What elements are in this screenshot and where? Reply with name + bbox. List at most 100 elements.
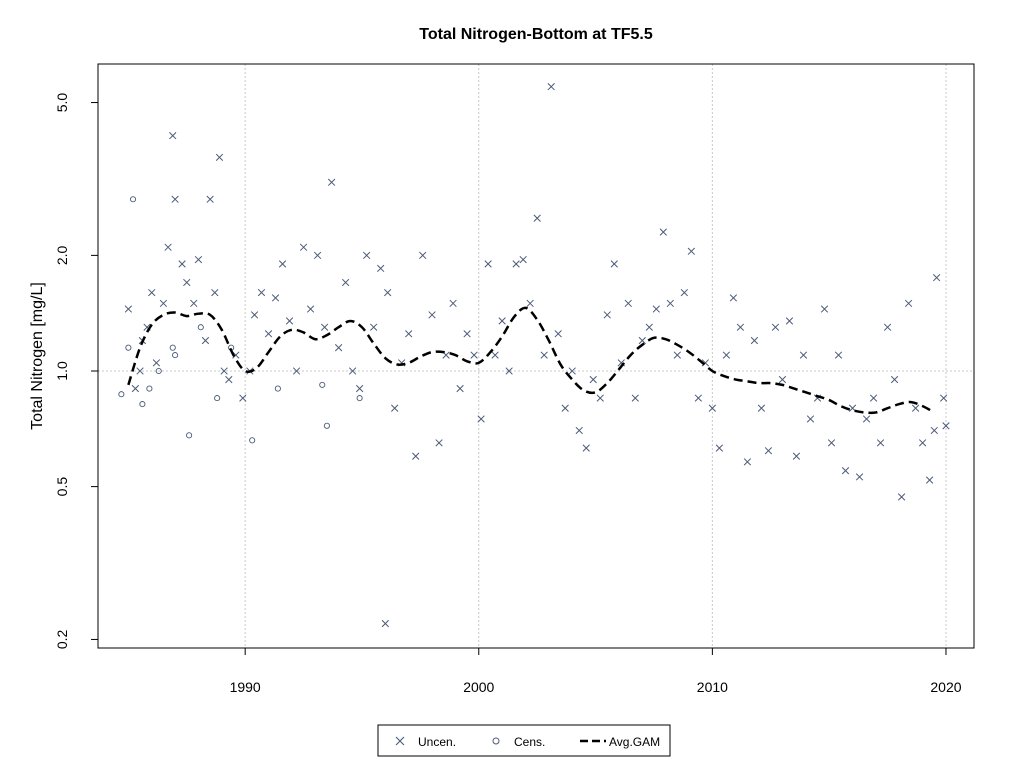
uncen-point [869,394,878,402]
uncen-point [190,299,198,308]
uncen-point [764,447,773,455]
uncen-point [568,367,576,375]
uncen-point [206,195,214,203]
uncen-point [419,251,427,260]
data-points [118,82,950,628]
uncen-point [435,439,443,447]
uncen-point [687,247,695,255]
plot-frame [97,63,975,649]
y-axis-label: Total Nitrogen [mg/L] [29,282,46,430]
uncen-point [701,359,710,367]
uncen-point [792,452,801,460]
x-axis: 1990 2000 2010 2020 [230,648,962,695]
uncen-point [391,404,399,412]
uncen-point [299,243,308,251]
uncen-point [736,323,745,331]
x-tick-label: 1990 [230,679,261,695]
uncen-point [862,415,871,423]
cens-point [197,324,204,331]
uncen-point [904,299,913,308]
uncen-point [722,351,731,359]
uncen-point [159,299,168,308]
uncen-point [381,619,389,628]
uncen-point [292,367,301,375]
y-tick-label: 0.5 [54,477,70,497]
y-tick-label: 5.0 [54,93,70,113]
uncen-point [589,375,597,384]
uncen-point [596,394,604,402]
uncen-point [631,394,639,402]
uncen-point [799,351,808,359]
uncen-point [271,294,280,302]
uncen-point [362,251,371,260]
cens-point [214,395,221,402]
cens-point [249,437,256,444]
uncen-point [505,367,513,375]
grid-lines [98,64,974,648]
uncen-point [152,359,161,367]
uncen-point [575,426,583,435]
uncen-point [638,336,646,345]
uncen-point [652,305,660,313]
uncen-point [911,404,920,412]
uncen-point [708,404,717,412]
uncen-point [624,299,632,308]
uncen-point [827,439,836,447]
uncen-point [377,264,385,273]
uncen-point [225,375,233,384]
uncen-point [512,260,520,268]
uncen-point [341,278,350,287]
cens-point [274,385,281,392]
legend-item-uncen: Uncen. [395,735,456,749]
uncen-point [918,439,927,447]
uncen-point [491,351,499,359]
uncen-point [498,317,506,325]
legend-item-cens: Cens. [492,735,545,749]
uncen-point [239,394,247,402]
y-axis: 0.2 0.5 1.0 2.0 5.0 [54,93,98,650]
uncen-point [750,336,759,345]
uncen-point [250,311,259,319]
uncen-point [897,493,906,501]
uncen-point [306,305,315,313]
uncen-point [659,228,667,236]
uncen-point [428,311,436,319]
cens-point [186,432,193,439]
uncen-point [540,351,548,359]
uncen-point [369,323,378,331]
uncen-point [841,467,850,475]
cens-point [146,385,153,392]
uncen-point [171,195,179,203]
uncen-point [942,422,950,430]
uncen-point [890,375,899,384]
cens-point [139,401,146,408]
uncen-point [201,336,210,345]
uncen-point [183,278,191,287]
gam-curve-group [127,306,935,415]
uncen-point [848,404,857,412]
uncen-point [778,375,787,384]
uncen-point [355,384,364,393]
uncen-point [211,288,219,297]
uncen-point [715,444,724,452]
legend-box [377,724,671,757]
legend-label-avg-gam: Avg.GAM [609,735,660,749]
cens-point [356,395,363,402]
uncen-point [820,305,829,313]
uncen-point [771,323,780,331]
legend-label-cens: Cens. [514,735,545,749]
uncen-point [561,404,569,412]
uncen-point [645,323,653,331]
uncen-point [876,439,885,447]
cens-point [169,344,176,351]
cens-point [172,352,179,359]
cens-point [129,196,137,203]
uncen-point [743,458,752,466]
uncen-point [264,330,273,338]
uncen-point [449,299,457,308]
uncen-point [124,305,133,313]
uncen-point [169,131,177,140]
y-tick-label: 0.2 [54,630,70,650]
uncen-point [526,299,534,308]
uncen-point [519,255,527,264]
